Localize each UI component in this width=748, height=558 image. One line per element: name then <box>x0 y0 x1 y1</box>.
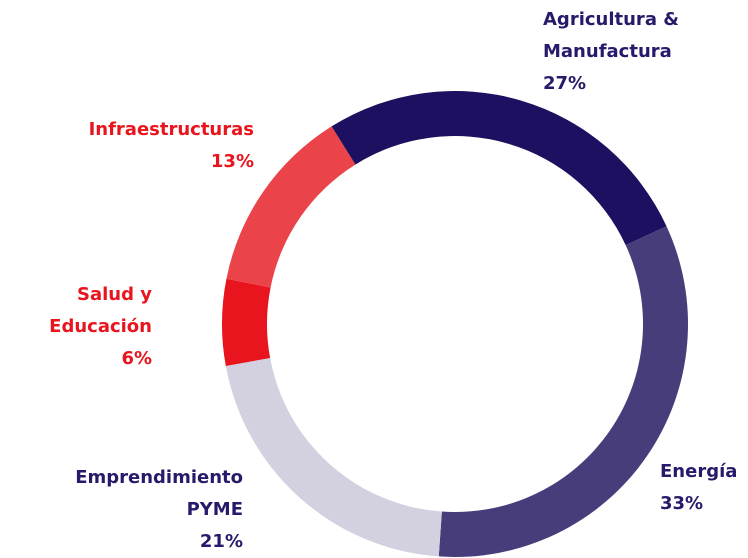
slice-label: Agricultura & Manufactura 27% <box>543 4 723 100</box>
slice-name: Infraestructuras <box>88 119 254 140</box>
slice-label: Salud y Educación 6% <box>22 279 152 375</box>
slice-label: Energía 33% <box>660 456 748 520</box>
donut-slice <box>225 357 442 557</box>
slice-label: Infraestructuras 13% <box>4 114 254 178</box>
donut-slice <box>331 91 667 246</box>
slice-name: Salud y Educación <box>49 284 152 337</box>
slice-value: 13% <box>210 151 254 172</box>
slice-value: 33% <box>660 493 704 514</box>
donut-slice <box>438 226 688 557</box>
donut-slice <box>222 278 271 367</box>
slice-name: Emprendimiento PYME <box>75 467 243 520</box>
slice-name: Energía <box>660 461 738 482</box>
slice-value: 27% <box>543 73 587 94</box>
slice-value: 6% <box>121 348 152 369</box>
slice-label: Emprendimiento PYME 21% <box>18 462 243 558</box>
donut-slice <box>226 126 356 288</box>
slice-name: Agricultura & Manufactura <box>543 9 679 62</box>
slice-value: 21% <box>199 531 243 552</box>
